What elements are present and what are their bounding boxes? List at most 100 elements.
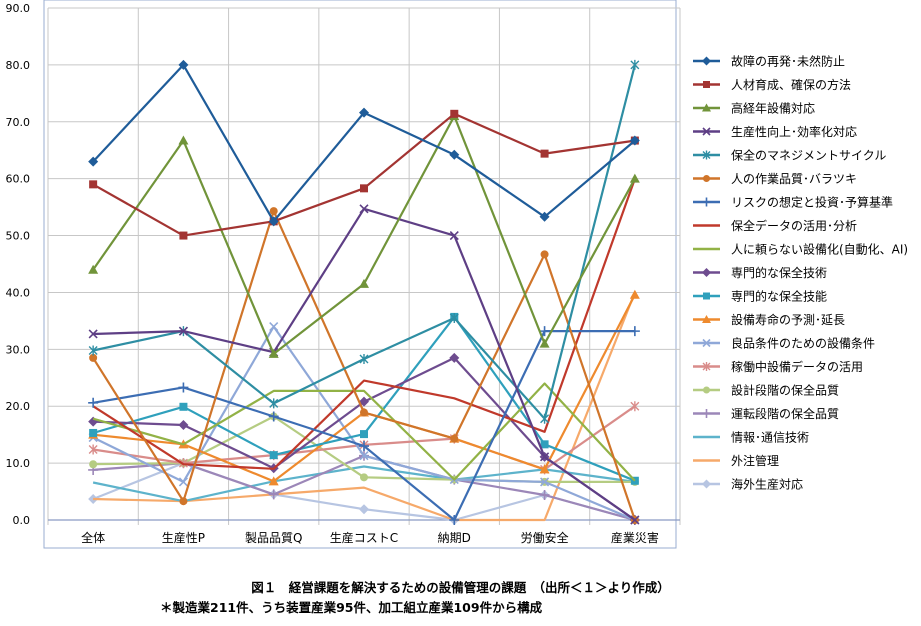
data-point (268, 476, 279, 486)
data-point (178, 382, 189, 393)
legend-item: 専門的な保全技能 (693, 289, 827, 304)
figure-note: ＊製造業211件、うち装置産業95件、加工組立産業109件から構成 (160, 600, 543, 615)
legend-item: 生産性向上･効率化対応 (693, 124, 857, 139)
data-point (89, 428, 98, 437)
data-point (179, 231, 188, 240)
data-point (630, 59, 640, 70)
legend-label: 人に頼らない設備化(自動化、AI) (731, 242, 908, 257)
figure-caption: 図１ 経営課題を解決するための設備管理の課題 （出所＜１＞より作成） (251, 580, 670, 595)
legend-label: 海外生産対応 (731, 477, 803, 492)
series-group (92, 178, 636, 470)
data-point (359, 204, 369, 214)
data-point (359, 441, 369, 452)
legend-item: 情報･通信技術 (693, 431, 809, 445)
series-group (88, 322, 640, 525)
series-group (88, 326, 640, 525)
legend-label: 情報･通信技術 (731, 431, 809, 445)
legend-item: 良品条件のための設備条件 (693, 336, 875, 351)
data-point (179, 497, 188, 506)
legend-label: 保全のマネジメントサイクル (731, 148, 886, 163)
data-point (449, 149, 460, 160)
data-point (539, 489, 550, 500)
data-point (360, 473, 368, 482)
data-point (269, 398, 279, 409)
series-line (92, 64, 636, 420)
data-point (449, 230, 459, 241)
data-point (359, 396, 369, 407)
legend: 故障の再発･未然防止人材育成、確保の方法高経年設備対応生産性向上･効率化対応保全… (693, 54, 908, 492)
legend-item: 人に頼らない設備化(自動化、AI) (693, 242, 908, 257)
legend-item: 外注管理 (693, 453, 779, 468)
data-point (178, 477, 188, 487)
data-point (629, 135, 640, 146)
data-point (88, 416, 99, 427)
data-point (268, 216, 279, 227)
series-line (92, 178, 636, 470)
data-point (449, 352, 460, 363)
series-line (93, 207, 636, 521)
legend-item: 高経年設備対応 (693, 101, 815, 116)
data-point (268, 348, 279, 358)
data-point (539, 338, 550, 348)
data-point (703, 175, 710, 182)
data-point (702, 127, 711, 136)
series-line (92, 63, 636, 223)
legend-label: 人材育成、確保の方法 (731, 77, 851, 92)
y-tick-label: 50.0 (6, 230, 31, 243)
legend-item: 保全データの活用･分析 (693, 218, 857, 233)
data-point (359, 354, 369, 365)
data-point (359, 107, 369, 118)
y-tick-label: 20.0 (6, 400, 31, 413)
legend-item: 稼働中設備データの活用 (693, 359, 863, 374)
data-point (88, 397, 99, 408)
data-point (359, 451, 369, 461)
y-tick-label: 40.0 (6, 286, 31, 299)
y-tick-label: 70.0 (6, 116, 31, 129)
data-point (540, 149, 549, 158)
data-point (269, 451, 278, 460)
y-tick-label: 0.0 (13, 514, 31, 527)
legend-label: リスクの想定と投資･予算基準 (731, 195, 893, 210)
data-point (702, 409, 711, 418)
series-group (88, 458, 640, 525)
data-point (702, 56, 711, 66)
data-point (359, 504, 369, 515)
y-tick-label: 10.0 (6, 457, 31, 470)
x-tick-label: 製品品質Q (245, 530, 302, 545)
series-line (92, 112, 636, 237)
data-point (629, 289, 640, 299)
data-point (703, 386, 710, 394)
series-group (89, 312, 639, 485)
y-tick-label: 80.0 (6, 59, 31, 72)
data-point (629, 173, 640, 183)
series-group (89, 109, 639, 240)
series-group (88, 111, 640, 358)
series-group (88, 204, 640, 525)
data-point (179, 402, 188, 411)
data-point (89, 460, 98, 469)
legend-label: 人の作業品質･バラツキ (731, 171, 857, 186)
data-point (88, 345, 98, 356)
legend-label: 生産性向上･効率化対応 (731, 124, 857, 139)
data-point (539, 211, 550, 222)
data-point (703, 81, 710, 88)
legend-label: 高経年設備対応 (731, 101, 815, 116)
data-point (89, 180, 98, 189)
data-point (269, 322, 279, 332)
y-tick-label: 60.0 (6, 173, 31, 186)
data-point (630, 476, 639, 485)
legend-label: 故障の再発･未然防止 (731, 54, 845, 69)
legend-item: リスクの想定と投資･予算基準 (693, 195, 893, 210)
line-chart: 0.010.020.030.040.050.060.070.080.090.0 … (6, 0, 908, 549)
data-point (540, 413, 550, 424)
data-point (268, 489, 279, 500)
data-point (702, 197, 711, 207)
x-axis: 全体 生産性P 製品品質Q 生産コストC 納期D 労働安全 産業災害 (48, 519, 680, 545)
data-point (88, 264, 99, 274)
data-point (702, 268, 711, 277)
data-point (702, 150, 711, 160)
y-tick-label: 30.0 (6, 343, 31, 356)
data-point (360, 430, 368, 439)
data-point (540, 477, 550, 487)
data-point (540, 440, 549, 449)
